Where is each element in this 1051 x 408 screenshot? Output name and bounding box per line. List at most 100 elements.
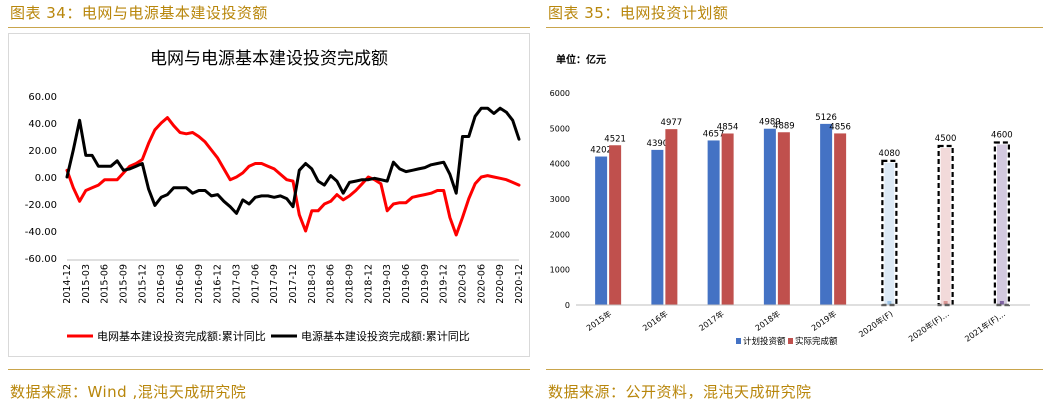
bar-actual — [834, 133, 847, 305]
x-category-label: 2018年 — [753, 308, 782, 332]
x-tick-label: 2016-09 — [194, 264, 205, 304]
bar-planned — [763, 128, 776, 305]
x-tick-label: 2019-03 — [382, 264, 393, 304]
grid-plan-bar-chart: 单位：亿元 6000 5000 4000 3000 2000 1000 0 4202 4521… — [550, 53, 1030, 347]
forecast-value-label: 4500 — [935, 134, 957, 144]
x-tick-label: 2015-12 — [137, 264, 148, 304]
figure-35-source: 数据来源：公开资料，混沌天成研究院 — [548, 383, 812, 401]
legend-item-grid: 电网基本建设投资完成额:累计同比 — [67, 329, 266, 343]
legend-label: 电源基本建设投资完成额:累计同比 — [301, 329, 470, 343]
bar-value-label: 4521 — [604, 134, 626, 144]
x-tick-label: 2017-09 — [269, 264, 280, 304]
forecast-bar-base — [999, 301, 1004, 305]
x-tick-label: 2016-12 — [213, 264, 224, 304]
bar-value-label: 4657 — [703, 129, 725, 139]
forecast-bar-fill — [940, 148, 951, 305]
legend-swatch — [736, 338, 741, 344]
x-tick-label: 2020-03 — [458, 264, 469, 304]
x-category-label: 2020年(F)… — [906, 308, 950, 343]
figure-35-title: 图表 35：电网投资计划额 — [548, 4, 729, 22]
x-tick-label: 2019-06 — [401, 264, 412, 304]
bar-value-label: 5126 — [815, 113, 837, 123]
bar-planned — [651, 149, 664, 305]
figure-34-title: 图表 34：电网与电源基本建设投资额 — [10, 4, 268, 22]
header-rule-left — [8, 27, 530, 28]
forecast-bar-base — [943, 301, 948, 305]
x-tick-label: 2020-12 — [514, 264, 525, 304]
grid-investment-line-chart: 电网与电源基本建设投资完成额 60.00 40.00 20.00 0.00 -20.00… — [25, 49, 525, 343]
forecast-bar — [881, 159, 898, 307]
chart-title: 电网与电源基本建设投资完成额 — [150, 49, 388, 69]
x-tick-label: 2020-06 — [476, 264, 487, 304]
bar-value-label: 4390 — [647, 139, 669, 149]
y-tick-label: 60.00 — [28, 92, 57, 103]
y-tick-label: 0 — [565, 301, 570, 310]
y-tick-label: -20.00 — [25, 200, 57, 211]
y-tick-label: 40.00 — [28, 119, 57, 130]
bar-actual — [609, 145, 622, 305]
bar-planned — [595, 156, 608, 305]
y-tick-label: 0.00 — [35, 173, 57, 184]
y-tick-label: 5000 — [550, 124, 570, 133]
forecast-bar-base — [887, 301, 892, 305]
legend-item-power-source: 电源基本建设投资完成额:累计同比 — [271, 329, 470, 343]
x-category-label: 2017年 — [697, 308, 726, 332]
y-tick-label: 4000 — [550, 160, 570, 169]
bar-value-label: 4989 — [759, 118, 781, 128]
bar-planned — [820, 123, 833, 305]
forecast-value-label: 4600 — [991, 130, 1013, 140]
y-tick-label: -60.00 — [25, 254, 57, 265]
x-tick-label: 2017-12 — [288, 264, 299, 304]
y-tick-label: 2000 — [550, 230, 570, 239]
legend-swatch — [788, 338, 793, 344]
bar-actual — [665, 129, 678, 305]
bar-value-label: 4856 — [829, 122, 851, 132]
bar-value-label: 4977 — [661, 118, 683, 128]
x-category-label: 2019年 — [809, 308, 838, 332]
y-tick-label: 3000 — [550, 195, 570, 204]
x-tick-label: 2014-12 — [62, 264, 73, 304]
forecast-bar-fill — [884, 162, 895, 305]
x-tick-label: 2016-03 — [156, 264, 167, 304]
legend-item-actual: 实际完成额 — [788, 336, 838, 347]
x-tick-label: 2018-12 — [363, 264, 374, 304]
x-tick-label: 2019-09 — [420, 264, 431, 304]
grid-plan-chart-panel: 单位：亿元 6000 5000 4000 3000 2000 1000 0 4202 4521… — [548, 33, 1043, 355]
figure-34-source: 数据来源：Wind ,混沌天成研究院 — [10, 383, 247, 401]
bar-value-label: 4202 — [590, 146, 612, 156]
bar-planned — [707, 140, 720, 305]
legend-label: 电网基本建设投资完成额:累计同比 — [97, 329, 266, 343]
y-tick-label: 20.00 — [28, 146, 57, 157]
y-tick-label: -40.00 — [25, 227, 57, 238]
grid-investment-chart-panel: 电网与电源基本建设投资完成额 60.00 40.00 20.00 0.00 -20.00… — [8, 33, 530, 357]
x-category-label: 2015年 — [584, 308, 613, 332]
x-tick-label: 2015-03 — [81, 264, 92, 304]
power-source-investment-series-line — [65, 106, 521, 215]
forecast-value-label: 4080 — [879, 149, 901, 159]
x-tick-label: 2017-06 — [250, 264, 261, 304]
legend-label: 计划投资额 — [743, 336, 786, 347]
unit-label: 单位：亿元 — [556, 53, 606, 66]
x-tick-label: 2018-03 — [307, 264, 318, 304]
footer-rule-left — [8, 369, 530, 370]
x-tick-label: 2019-12 — [439, 264, 450, 304]
bar-value-label: 4889 — [773, 121, 795, 131]
x-tick-label: 2020-09 — [495, 264, 506, 304]
grid-investment-series-line — [65, 116, 521, 237]
x-category-label: 2016年 — [641, 308, 670, 332]
bar-actual — [777, 132, 790, 305]
x-tick-label: 2017-03 — [232, 264, 243, 304]
header-rule-right — [546, 27, 1043, 28]
footer-rule-right — [546, 369, 1043, 370]
x-tick-label: 2015-06 — [100, 264, 111, 304]
legend-label: 实际完成额 — [795, 336, 838, 347]
x-tick-label: 2018-09 — [345, 264, 356, 304]
x-tick-label: 2015-09 — [119, 264, 130, 304]
x-tick-label: 2018-06 — [326, 264, 337, 304]
x-tick-label: 2016-06 — [175, 264, 186, 304]
x-category-label: 2021年(F)… — [963, 308, 1007, 343]
bar-value-label: 4854 — [717, 122, 739, 132]
legend-item-planned: 计划投资额 — [736, 336, 786, 347]
x-category-label: 2020年(F) — [857, 308, 895, 339]
y-tick-label: 1000 — [550, 266, 570, 275]
